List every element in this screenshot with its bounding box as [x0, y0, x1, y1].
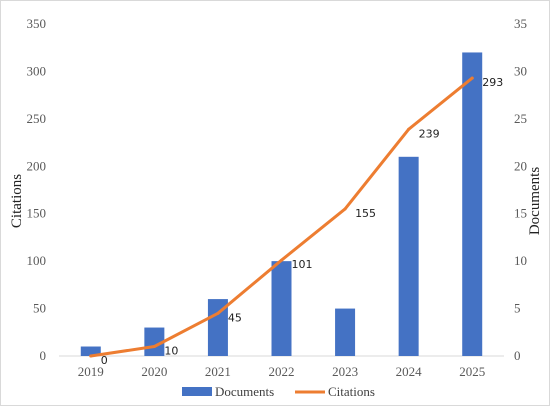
citations-data-label: 45 — [228, 311, 242, 324]
left-tick-label: 100 — [27, 253, 47, 268]
right-axis-ticks: 0 5 10 15 20 25 30 35 — [514, 16, 527, 363]
right-tick-label: 10 — [514, 253, 527, 268]
left-axis-title: Citations — [9, 174, 25, 228]
citations-data-label: 0 — [101, 354, 108, 367]
citations-data-label: 101 — [292, 258, 313, 271]
citations-point — [89, 354, 93, 358]
citations-point — [216, 311, 220, 315]
legend-swatch-documents — [182, 387, 212, 396]
documents-bar — [207, 299, 228, 356]
right-tick-label: 30 — [514, 63, 527, 78]
right-tick-label: 35 — [514, 16, 527, 31]
left-axis-ticks: 0 50 100 150 200 250 300 350 — [27, 16, 47, 363]
x-tick-label: 2019 — [78, 364, 104, 379]
legend-label-documents: Documents — [215, 384, 274, 399]
legend-label-citations: Citations — [328, 384, 375, 399]
documents-bar — [335, 308, 356, 356]
x-axis-ticks: 2019 2020 2021 2022 2023 2024 2025 — [78, 364, 485, 379]
right-axis-title: Documents — [527, 167, 543, 235]
right-tick-label: 20 — [514, 158, 527, 173]
documents-bar — [398, 156, 419, 356]
documents-bar — [144, 327, 165, 356]
right-tick-label: 0 — [514, 348, 521, 363]
citations-data-labels: 0 10 45 101 155 239 293 — [101, 76, 503, 367]
documents-bar — [271, 261, 292, 356]
left-tick-label: 0 — [40, 348, 47, 363]
left-tick-label: 200 — [27, 158, 47, 173]
documents-bar — [80, 346, 101, 356]
left-tick-label: 50 — [33, 301, 46, 316]
x-tick-label: 2023 — [332, 364, 358, 379]
left-tick-label: 350 — [27, 16, 47, 31]
x-tick-label: 2022 — [269, 364, 295, 379]
right-tick-label: 5 — [514, 301, 521, 316]
citations-data-label: 155 — [355, 207, 376, 220]
left-tick-label: 300 — [27, 63, 47, 78]
citations-point — [343, 207, 347, 211]
citations-point — [152, 345, 156, 349]
citations-data-label: 293 — [482, 76, 503, 89]
citations-point — [280, 258, 283, 262]
legend: Documents Citations — [182, 384, 375, 399]
left-tick-label: 250 — [27, 111, 47, 126]
right-tick-label: 15 — [514, 206, 527, 221]
x-tick-label: 2021 — [205, 364, 231, 379]
citations-point — [470, 76, 474, 80]
x-tick-label: 2025 — [459, 364, 485, 379]
documents-bars — [80, 52, 483, 356]
citations-point — [407, 127, 411, 131]
citations-data-label: 239 — [419, 127, 440, 140]
right-tick-label: 25 — [514, 111, 527, 126]
x-tick-label: 2020 — [141, 364, 167, 379]
left-tick-label: 150 — [27, 206, 47, 221]
x-tick-label: 2024 — [396, 364, 423, 379]
documents-bar — [462, 52, 483, 356]
citations-data-label: 10 — [164, 345, 178, 358]
citations-line-layer — [89, 76, 474, 358]
